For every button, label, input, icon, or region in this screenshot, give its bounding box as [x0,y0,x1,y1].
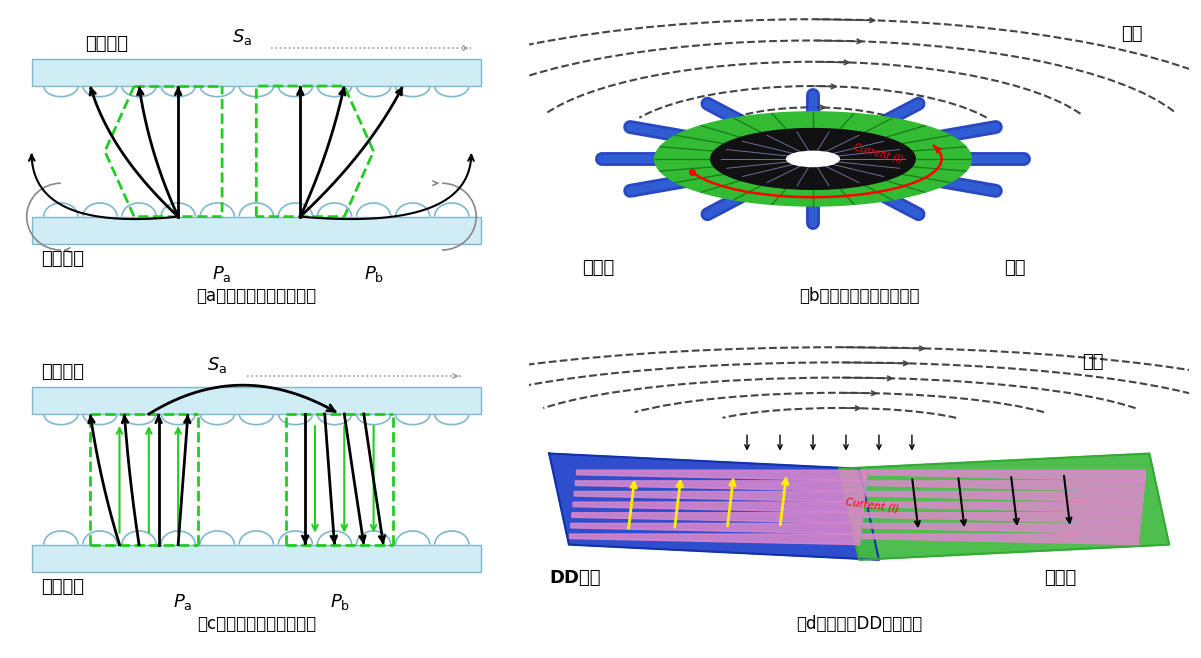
Text: Current (I): Current (I) [853,141,904,164]
Text: （d）双极型DD线圈磁通: （d）双极型DD线圈磁通 [796,615,922,633]
Text: 线圈: 线圈 [1004,259,1026,277]
Polygon shape [572,513,862,523]
Text: $S_{\rm a}$: $S_{\rm a}$ [208,355,227,376]
Polygon shape [569,534,860,545]
Bar [31,545,482,572]
Text: （b）单极型圆形线圈磁通: （b）单极型圆形线圈磁通 [799,287,920,305]
Text: $S_{\rm a}$: $S_{\rm a}$ [232,28,252,47]
Polygon shape [573,502,864,513]
Ellipse shape [787,151,839,166]
Text: 次级线圈: 次级线圈 [41,363,84,380]
Text: $P_{\rm b}$: $P_{\rm b}$ [329,592,349,613]
Bar [31,216,482,244]
Polygon shape [574,492,865,502]
Polygon shape [575,481,866,492]
Text: $P_{\rm a}$: $P_{\rm a}$ [173,592,192,613]
Text: （c）双极型线圈磁通分量: （c）双极型线圈磁通分量 [197,615,316,633]
Text: 次级线圈: 次级线圈 [85,34,129,53]
Polygon shape [711,128,915,190]
Text: Current (I): Current (I) [846,496,900,514]
Text: 初级线圈: 初级线圈 [41,578,84,596]
Polygon shape [868,470,1146,481]
Text: 磁通: 磁通 [1082,353,1104,371]
Polygon shape [861,534,1139,545]
Polygon shape [549,453,879,560]
Bar [31,387,482,414]
Polygon shape [865,502,1142,513]
Polygon shape [862,523,1140,534]
Polygon shape [866,492,1143,502]
Polygon shape [655,112,972,206]
Polygon shape [576,470,867,481]
Polygon shape [570,523,861,534]
Polygon shape [867,481,1145,492]
Text: 铁氧体: 铁氧体 [582,259,615,277]
Polygon shape [839,453,1170,560]
Bar [31,59,482,86]
Text: $P_{\rm b}$: $P_{\rm b}$ [364,265,384,284]
Text: 磁通: 磁通 [1122,25,1143,43]
Text: DD线圈: DD线圈 [549,569,600,587]
Text: $P_{\rm a}$: $P_{\rm a}$ [213,265,232,284]
Text: 铁氧体: 铁氧体 [1044,569,1076,587]
Polygon shape [864,513,1141,523]
Text: 初级线圈: 初级线圈 [41,250,84,268]
Text: （a）单极型线圈磁通分量: （a）单极型线圈磁通分量 [196,287,316,305]
